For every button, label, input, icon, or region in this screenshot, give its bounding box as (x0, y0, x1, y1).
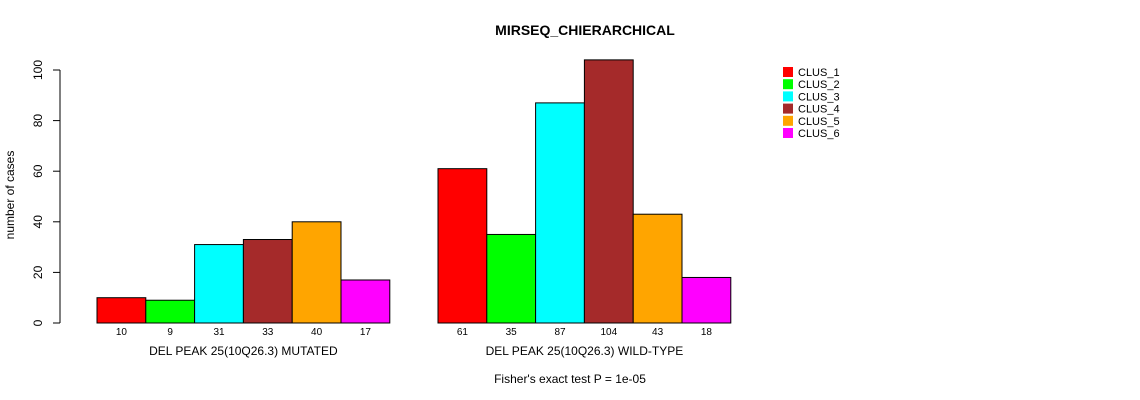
y-tick-label: 80 (31, 114, 45, 128)
legend-swatch (783, 115, 793, 126)
bar (194, 244, 244, 324)
bar (340, 279, 391, 324)
bar (145, 299, 196, 324)
bar (535, 102, 585, 324)
y-axis: 0 20 40 60 80 100 (31, 60, 61, 326)
legend-swatch (783, 79, 793, 90)
bar (681, 276, 732, 324)
bar (242, 239, 293, 324)
bar-count-label: 104 (600, 327, 617, 338)
legend-swatch (783, 91, 793, 102)
bar (486, 233, 537, 324)
y-tick-label: 60 (31, 164, 45, 178)
legend-swatch (783, 128, 793, 138)
bar-count-label: 35 (506, 327, 518, 338)
bar-count-label: 87 (554, 327, 566, 338)
legend-label: CLUS_5 (798, 116, 840, 128)
bar-count-label: 61 (457, 327, 469, 338)
bar-count-label: 31 (213, 327, 225, 338)
y-tick-label: 0 (31, 319, 45, 326)
y-tick-label: 40 (31, 215, 45, 229)
group-label: DEL PEAK 25(10Q26.3) WILD-TYPE (486, 344, 684, 358)
legend-swatch (783, 67, 793, 77)
bar-count-label: 18 (701, 327, 713, 338)
bar (632, 213, 683, 324)
bar-count-label: 43 (652, 327, 664, 338)
legend-label: CLUS_1 (798, 67, 840, 79)
chart-title: MIRSEQ_CHIERARCHICAL (495, 22, 675, 38)
bar-count-label: 9 (167, 327, 173, 338)
legend-label: CLUS_4 (798, 104, 840, 116)
group-label: DEL PEAK 25(10Q26.3) MUTATED (149, 344, 338, 358)
y-tick-label: 100 (31, 60, 45, 80)
bar-count-label: 10 (116, 327, 128, 338)
bar (583, 59, 634, 324)
legend-label: CLUS_6 (798, 128, 840, 140)
bar-count-label: 33 (262, 327, 274, 338)
y-tick-label: 20 (31, 265, 45, 279)
y-axis-label: number of cases (3, 151, 17, 240)
legend-swatch (783, 103, 793, 114)
bar-count-label: 40 (311, 327, 323, 338)
bars: 10 9 31 33 40 17 DEL PEAK 25(10Q26.3) MUTATED 6… (96, 59, 732, 358)
legend-label: CLUS_2 (798, 79, 840, 91)
bar (291, 221, 342, 324)
bar (96, 297, 147, 324)
bar (437, 168, 488, 324)
footnote: Fisher's exact test P = 1e-05 (494, 372, 646, 386)
bar-count-label: 17 (360, 327, 372, 338)
legend-label: CLUS_3 (798, 91, 840, 103)
